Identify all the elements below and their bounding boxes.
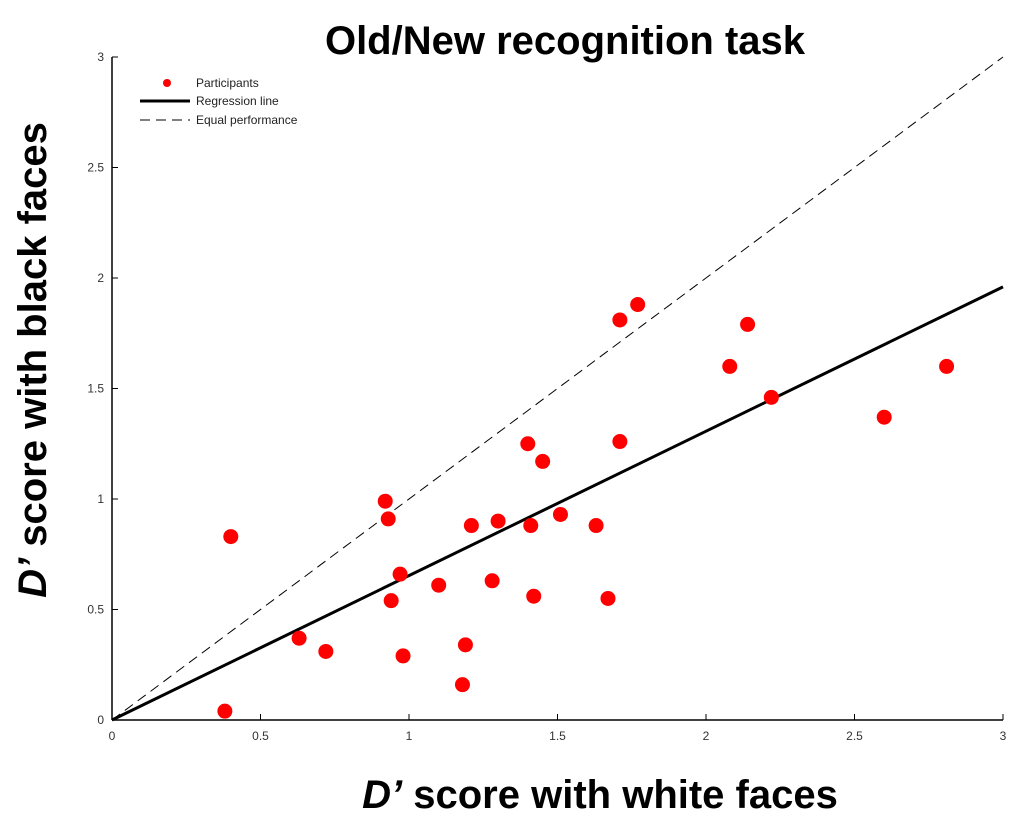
participant-point	[291, 630, 307, 646]
x-tick-label: 1	[406, 729, 413, 743]
participant-point	[612, 434, 628, 450]
y-tick-label: 2.5	[87, 161, 104, 175]
participant-point	[939, 358, 955, 374]
y-tick-label: 2	[97, 271, 104, 285]
participant-point	[876, 409, 892, 425]
participant-point	[552, 506, 568, 522]
participant-point	[722, 358, 738, 374]
legend-participants-marker	[163, 79, 171, 87]
participant-point	[484, 573, 500, 589]
x-axis-label: D’ score with white faces	[362, 773, 838, 817]
x-tick-label: 0	[109, 729, 116, 743]
x-tick-label: 3	[1000, 729, 1007, 743]
participant-point	[380, 511, 396, 527]
participant-point	[377, 493, 393, 509]
participant-point	[600, 590, 616, 606]
participant-points	[217, 297, 955, 719]
participant-point	[520, 436, 536, 452]
participant-point	[740, 316, 756, 332]
y-tick-label: 1.5	[87, 382, 104, 396]
y-axis-label: D’ score with black faces	[11, 122, 55, 598]
participant-point	[588, 518, 604, 534]
participant-point	[217, 703, 233, 719]
x-axis-label-rest: score with white faces	[402, 773, 838, 817]
y-ticks: 0 0.5 1 1.5 2 2.5 3	[87, 50, 118, 727]
x-axis-label-prefix: D’	[362, 773, 403, 817]
regression-line	[111, 285, 1004, 722]
legend-participants-label: Participants	[196, 76, 259, 90]
participant-point	[383, 593, 399, 609]
chart-title: Old/New recognition task	[325, 19, 806, 63]
x-tick-label: 2.5	[846, 729, 863, 743]
participant-point	[431, 577, 447, 593]
legend: Participants Regression line Equal perfo…	[140, 76, 298, 127]
equal-performance-line	[111, 56, 1004, 721]
participant-point	[535, 453, 551, 469]
x-ticks: 0 0.5 1 1.5 2 2.5 3	[109, 714, 1007, 743]
participant-point	[526, 588, 542, 604]
y-axis-label-prefix: D’	[11, 557, 55, 598]
y-tick-label: 1	[97, 492, 104, 506]
participant-point	[463, 518, 479, 534]
participant-point	[763, 389, 779, 405]
participant-point	[318, 643, 334, 659]
participant-point	[612, 312, 628, 328]
plot-area: 0 0.5 1 1.5 2 2.5 3 0 0.5 1 1.5 2 2.5 3	[87, 50, 1006, 743]
legend-regression-label: Regression line	[196, 94, 279, 108]
participant-point	[454, 677, 470, 693]
participant-point	[223, 529, 239, 545]
y-tick-label: 3	[97, 50, 104, 64]
x-tick-label: 1.5	[549, 729, 566, 743]
participant-point	[457, 637, 473, 653]
y-tick-label: 0	[97, 713, 104, 727]
participant-point	[630, 297, 646, 313]
participant-point	[490, 513, 506, 529]
participant-point	[523, 518, 539, 534]
y-tick-label: 0.5	[87, 603, 104, 617]
participant-point	[395, 648, 411, 664]
x-tick-label: 2	[703, 729, 710, 743]
participant-point	[392, 566, 408, 582]
x-tick-label: 0.5	[252, 729, 269, 743]
legend-equal-label: Equal performance	[196, 113, 298, 127]
y-axis-label-rest: score with black faces	[11, 122, 55, 558]
